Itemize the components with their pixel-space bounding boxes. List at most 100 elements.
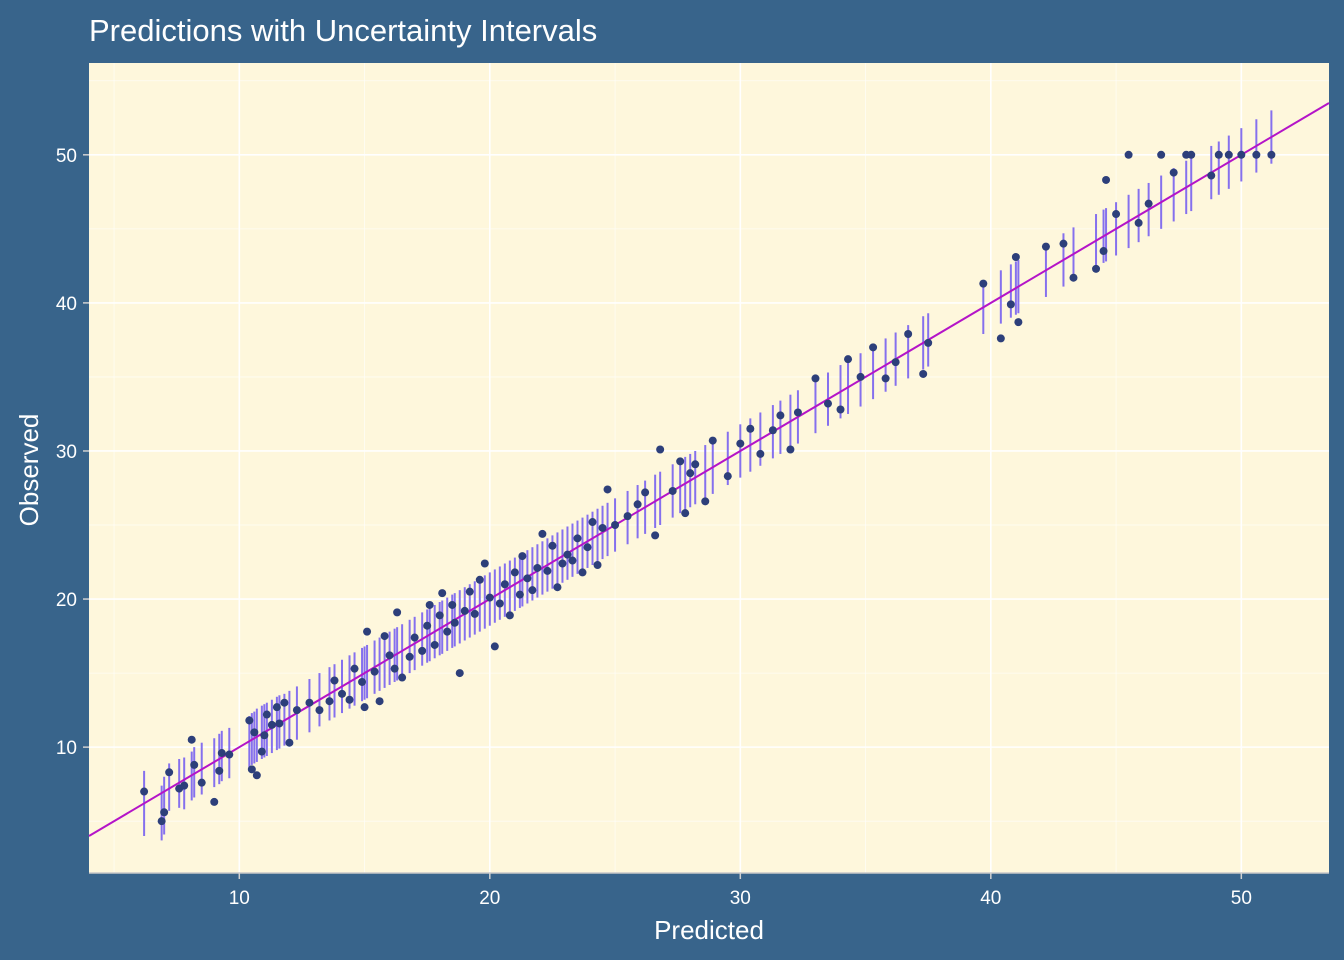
data-point [553,583,562,592]
data-point [160,808,169,817]
data-point [603,485,612,494]
data-point [563,550,572,559]
data-point [708,436,717,445]
y-tick-label: 20 [56,590,77,611]
data-point [623,512,632,521]
data-point [904,329,913,338]
data-point [225,750,234,759]
data-point [1041,242,1050,251]
data-point [518,552,527,561]
data-point [528,586,537,595]
data-point [423,621,432,630]
data-point [338,689,347,698]
data-point [448,600,457,609]
data-point [1112,210,1121,219]
data-point [250,728,259,737]
data-point [756,449,765,458]
data-point [1144,199,1153,208]
data-point [633,500,642,509]
data-point [676,457,685,466]
data-point [611,521,620,530]
data-point [363,627,372,636]
minor-gridlines [89,63,1329,873]
plot-panel [89,63,1329,873]
data-point [919,369,928,378]
data-point [568,556,577,565]
data-point [1124,150,1133,159]
y-axis-title: Observed [14,414,44,527]
data-point [380,632,389,641]
data-point [686,469,695,478]
data-point [460,606,469,615]
data-point [418,646,427,655]
data-point [438,589,447,598]
data-point [656,445,665,454]
data-point [1187,150,1196,159]
data-point [1059,239,1068,248]
data-point [573,534,582,543]
data-point [881,374,890,383]
data-point [485,593,494,602]
data-point [280,698,289,707]
data-point [360,703,369,712]
data-point [500,580,509,589]
data-point [217,749,226,758]
data-point [996,334,1005,343]
data-point [190,760,199,769]
data-point [836,405,845,414]
x-axis-title: Predicted [654,915,764,945]
data-point [681,509,690,518]
data-point [598,523,607,532]
data-point [215,766,224,775]
data-point [247,765,256,774]
data-point [345,695,354,704]
data-point [267,720,276,729]
data-point [1099,247,1108,256]
data-point [330,676,339,685]
data-point [450,618,459,627]
data-point [768,426,777,435]
data-point [1267,150,1276,159]
data-point [465,587,474,596]
data-point [538,529,547,538]
data-point [505,611,514,620]
data-point [165,768,174,777]
data-point [523,574,532,583]
data-point [305,698,314,707]
data-point [455,669,464,678]
data-point [844,355,853,364]
data-point [558,559,567,568]
data-point [358,677,367,686]
data-point [292,706,301,715]
data-point [691,460,700,469]
data-point [1134,218,1143,227]
data-point [260,731,269,740]
data-point [398,673,407,682]
data-point [390,664,399,673]
data-point [548,541,557,550]
data-point [510,568,519,577]
data-point [405,652,414,661]
data-point [786,445,795,454]
data-point [578,568,587,577]
data-point [641,488,650,497]
data-point [869,343,878,352]
data-point [1237,150,1246,159]
data-point [285,738,294,747]
data-point [701,497,710,506]
y-tick-label: 40 [56,294,77,315]
data-point [924,338,933,347]
data-point [410,633,419,642]
data-point [430,640,439,649]
x-axis-ticks: 10 20 30 40 50 [229,873,1252,909]
data-point [811,374,820,383]
data-point [651,531,660,540]
data-point [746,424,755,433]
data-point [495,599,504,608]
y-axis-ticks: 10 20 30 40 50 [56,146,89,759]
data-point [435,611,444,620]
data-point [1011,252,1020,261]
data-point [1006,300,1015,309]
data-point [475,575,484,584]
data-point [245,716,254,725]
